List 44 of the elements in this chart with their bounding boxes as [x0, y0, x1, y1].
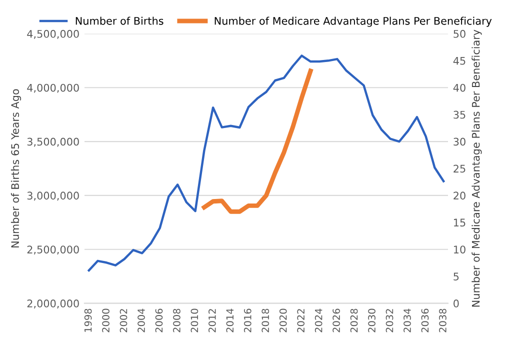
x-tick-label: 2020: [279, 308, 287, 332]
x-tick-label: 2026: [332, 308, 340, 332]
y2-tick-label: 50: [454, 30, 466, 38]
x-tick-label: 2028: [350, 308, 358, 332]
x-tick-label: 2024: [314, 308, 322, 332]
x-tick-label: 2006: [155, 308, 163, 332]
x-tick-label: 2000: [102, 308, 110, 332]
y-tick-label: 3,500,000: [27, 138, 79, 147]
y-tick-label: 4,000,000: [27, 84, 79, 93]
y2-tick-label: 0: [454, 300, 459, 308]
x-tick-label: 2038: [439, 308, 446, 332]
y-tick-label: 2,500,000: [27, 246, 79, 255]
legend-label: Number of Medicare Advantage Plans Per Beneficiary: [214, 16, 492, 27]
line-series: [88, 54, 445, 272]
y2-tick-label: 40: [453, 84, 466, 92]
y2-tick-label: 20: [454, 192, 466, 200]
x-tick-label: 2002: [120, 309, 128, 332]
y2-tick-label: 15: [454, 218, 466, 227]
y2-tick-label: 5: [454, 272, 459, 280]
x-tick-label: 2034: [404, 308, 411, 332]
x-tick-label: 2016: [244, 308, 252, 332]
x-tick-label: 2036: [421, 308, 429, 332]
y2-tick-label: 35: [454, 110, 466, 119]
x-tick-label: 2014: [226, 308, 234, 332]
y2-tick-label: 10: [454, 246, 466, 254]
x-tick-label: 2010: [190, 308, 198, 332]
x-tick-label: 2032: [386, 309, 394, 332]
x-tick-label: 1998: [84, 308, 92, 332]
y2-tick-label: 25: [454, 164, 466, 173]
x-tick-label: 2008: [173, 308, 180, 332]
x-tick-label: 2004: [138, 308, 145, 332]
y-tick-label: 3,000,000: [27, 192, 79, 201]
y2-tick-label: 30: [454, 138, 466, 146]
y2-tick-label: 45: [453, 57, 466, 65]
x-tick-label: 2018: [262, 308, 270, 332]
legend-label: Number of Births: [76, 16, 164, 25]
y2-axis-title: Number of Medicare Advantage Plans Per Beneficiary: [472, 30, 482, 307]
x-tick-label: 2012: [208, 309, 216, 332]
y-tick-label: 4,500,000: [27, 30, 79, 39]
y-axis-title: Number of Births 65 Years Ago: [10, 89, 22, 248]
y-tick-label: 2,000,000: [27, 300, 79, 308]
line-series: [202, 68, 313, 214]
x-tick-label: 2030: [368, 308, 376, 332]
x-tick-label: 2022: [297, 309, 305, 332]
